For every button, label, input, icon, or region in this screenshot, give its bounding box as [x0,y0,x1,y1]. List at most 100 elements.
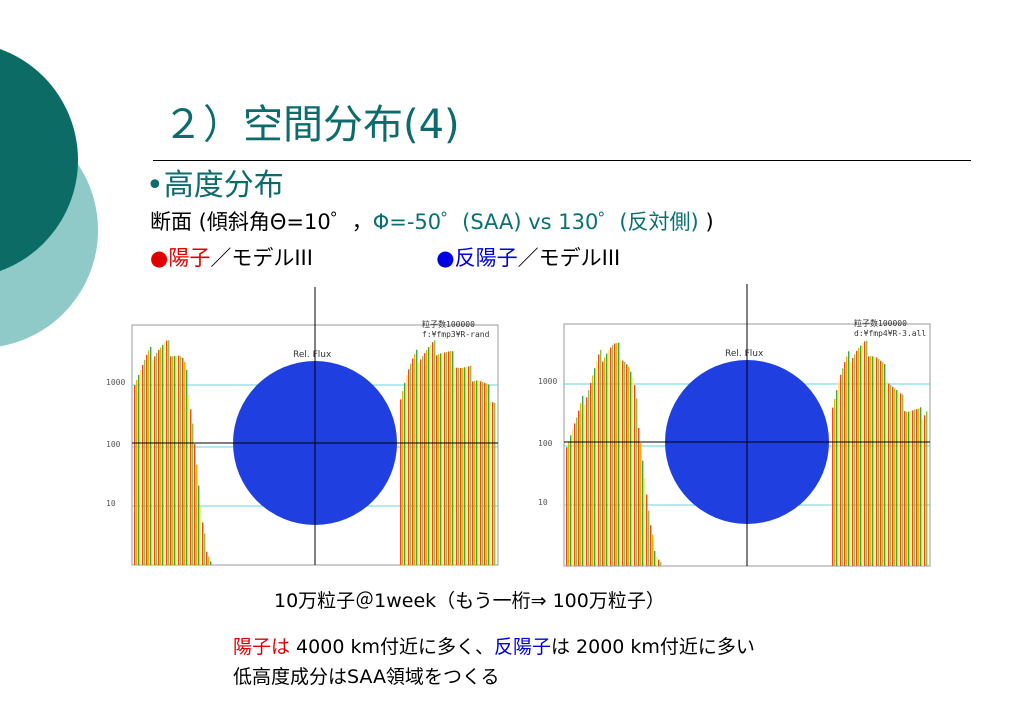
histogram-bar [410,363,412,565]
histogram-bar [420,359,422,565]
histogram-bar [632,378,634,566]
histogram-bar [476,380,478,565]
histogram-bar [574,423,576,566]
histogram-bar [658,559,660,566]
center-label: Rel. Flux [725,349,764,359]
histogram-bar [184,361,186,565]
histogram-bar [842,368,844,566]
histogram-bar [884,364,886,566]
histogram-bar [600,349,602,566]
histogram-bar [454,367,456,565]
ytick-label: 10 [106,499,116,508]
histogram-bar [460,367,462,565]
histogram-bar [586,397,588,566]
histogram-bar [190,409,192,565]
proton-label: 陽子 [168,246,211,270]
histogram-bar [922,419,924,566]
histogram-bar [488,384,490,565]
histogram-bar [176,355,178,565]
annotation-file: f:¥fmp3¥R-rand [422,330,490,339]
histogram-bar [424,353,426,565]
proton-model: ／モデルIII [210,246,313,270]
histogram-bar [868,356,870,566]
histogram-bar [142,364,144,565]
histogram-bar [162,344,164,565]
histogram-bar [610,347,612,566]
histogram-bar [908,411,910,566]
annotation-count: 粒子数100000 [854,318,907,328]
ytick-label: 1000 [106,378,125,387]
dark-circle [0,49,78,271]
histogram-bar [606,353,608,566]
histogram-bar [878,359,880,566]
histogram-bar [890,385,892,566]
histogram-bar [146,354,148,565]
histogram-bar [480,381,482,565]
histogram-bar [626,364,628,566]
histogram-bar [906,411,908,566]
histogram-bar [614,343,616,566]
histogram-bar [406,375,408,565]
histogram-bar [636,398,638,566]
title-divider [153,160,971,161]
histogram-bar [644,478,646,566]
histogram-bar [854,354,856,566]
decorative-circles [0,49,98,347]
histogram-bar [144,359,146,565]
histogram-bar [134,385,136,565]
histogram-bar [634,385,636,566]
histogram-bar [628,366,630,566]
histogram-bar [888,383,890,566]
histogram-bar [412,358,414,565]
histogram-bar [874,356,876,566]
histogram-bar [856,350,858,566]
histogram-bar [588,390,590,566]
histogram-bar [418,362,420,565]
histogram-bar [444,352,446,565]
histogram-bar [150,346,152,565]
conclusion-line-1: 陽子は 4000 km付近に多く、反陽子は 2000 km付近に多い [233,632,755,659]
bullet-heading: •高度分布 [146,168,284,203]
histogram-bar [438,354,440,565]
histogram-bar [846,356,848,566]
histogram-bar [642,460,644,566]
ytick-label: 100 [106,440,121,449]
histogram-bar [210,561,212,565]
histogram-bar [860,345,862,566]
histogram-bar [872,356,874,566]
histogram-bar [168,340,170,565]
histogram-bar [136,379,138,565]
histogram-bar [196,464,198,565]
statistics-caption: 10万粒子＠1week（もう一桁⇒ 100万粒子） [274,590,665,612]
slide-title: ２）空間分布(4) [163,102,460,148]
histogram-bar [180,356,182,565]
histogram-bar [198,485,200,565]
histogram-bar [866,340,868,566]
histogram-bar [156,352,158,565]
histogram-bar [604,357,606,566]
histogram-bar [848,351,850,566]
histogram-bar [624,361,626,566]
histogram-bar [592,375,594,566]
histogram-bar [916,409,918,566]
histogram-bar [580,403,582,566]
histogram-bar [654,550,656,566]
histogram-bar [154,356,156,565]
cross-section-line: 断面 (傾斜角Θ=10゜，Φ=-50゜(SAA) vs 130゜(反対側) ) [150,206,714,236]
histogram-bar [494,403,496,565]
histogram-bar [178,355,180,565]
cross-section-prefix: 断面 (傾斜角Θ=10゜， [150,210,373,234]
histogram-bar [656,556,658,566]
histogram-bar [568,441,570,566]
histogram-bar [422,356,424,565]
histogram-bar [896,390,898,566]
histogram-bar [170,356,172,565]
histogram-bar [470,365,472,565]
histogram-bar [464,367,466,565]
histogram-bar [894,388,896,566]
histogram-bar [572,429,574,566]
conclusion-proton-text: 4000 km付近に多く、 [290,636,494,658]
histogram-bar [576,417,578,566]
annotation-file: d:¥fmp4¥R-3.all [854,329,926,338]
histogram-bar [578,410,580,566]
